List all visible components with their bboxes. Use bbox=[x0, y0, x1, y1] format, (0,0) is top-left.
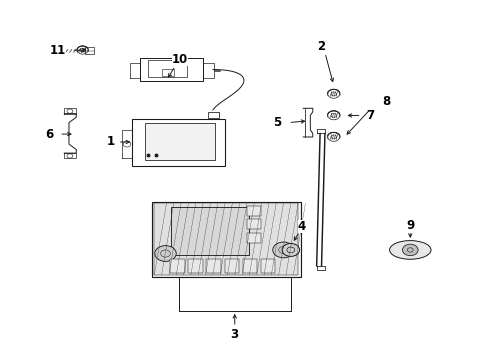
Text: 8: 8 bbox=[381, 95, 389, 108]
Circle shape bbox=[155, 246, 176, 261]
Text: 1: 1 bbox=[106, 135, 114, 148]
Text: 11: 11 bbox=[50, 44, 66, 57]
Bar bbox=[148, 60, 187, 77]
Bar bbox=[246, 220, 260, 229]
Bar bbox=[170, 259, 184, 273]
Text: 7: 7 bbox=[366, 109, 374, 122]
Bar bbox=[171, 207, 248, 255]
Bar bbox=[144, 123, 215, 160]
Bar bbox=[152, 202, 300, 277]
Text: 9: 9 bbox=[406, 219, 413, 232]
Bar bbox=[246, 206, 260, 216]
Bar bbox=[85, 47, 94, 54]
Bar bbox=[154, 203, 298, 275]
Bar bbox=[161, 69, 173, 76]
Bar bbox=[208, 112, 219, 118]
Bar bbox=[188, 259, 203, 273]
Circle shape bbox=[402, 244, 417, 256]
Text: 4: 4 bbox=[297, 220, 305, 233]
Text: 10: 10 bbox=[172, 53, 188, 66]
Bar bbox=[242, 259, 257, 273]
Bar bbox=[224, 259, 239, 273]
Text: 3: 3 bbox=[230, 328, 238, 341]
Text: 2: 2 bbox=[317, 40, 325, 53]
Bar bbox=[132, 119, 224, 166]
Bar bbox=[260, 259, 275, 273]
Bar bbox=[206, 259, 221, 273]
Circle shape bbox=[282, 243, 299, 256]
Text: 6: 6 bbox=[45, 127, 54, 141]
Bar bbox=[246, 233, 260, 243]
Ellipse shape bbox=[389, 240, 430, 259]
Circle shape bbox=[272, 242, 294, 258]
Text: 5: 5 bbox=[273, 116, 281, 129]
